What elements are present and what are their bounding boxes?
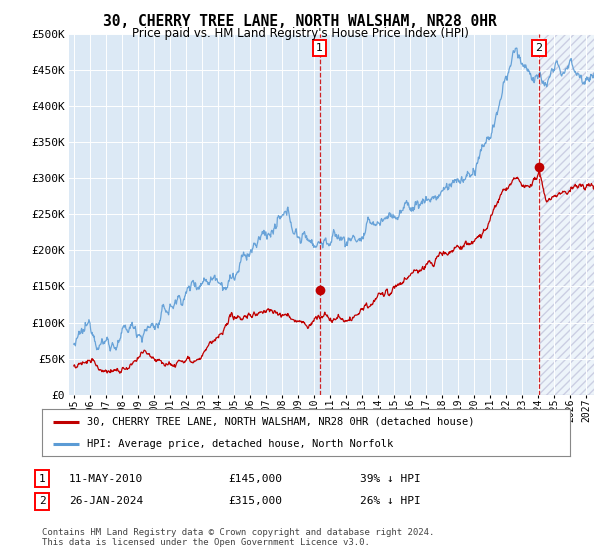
Text: HPI: Average price, detached house, North Norfolk: HPI: Average price, detached house, Nort… bbox=[87, 438, 393, 449]
Bar bbox=[539, 34, 600, 395]
Text: 30, CHERRY TREE LANE, NORTH WALSHAM, NR28 0HR (detached house): 30, CHERRY TREE LANE, NORTH WALSHAM, NR2… bbox=[87, 417, 475, 427]
Text: 11-MAY-2010: 11-MAY-2010 bbox=[69, 474, 143, 484]
Text: £145,000: £145,000 bbox=[228, 474, 282, 484]
Text: £315,000: £315,000 bbox=[228, 496, 282, 506]
Text: 1: 1 bbox=[316, 43, 323, 53]
Text: 30, CHERRY TREE LANE, NORTH WALSHAM, NR28 0HR: 30, CHERRY TREE LANE, NORTH WALSHAM, NR2… bbox=[103, 14, 497, 29]
Text: Contains HM Land Registry data © Crown copyright and database right 2024.
This d: Contains HM Land Registry data © Crown c… bbox=[42, 528, 434, 547]
Bar bbox=[539, 34, 600, 395]
Text: 39% ↓ HPI: 39% ↓ HPI bbox=[360, 474, 421, 484]
Text: 2: 2 bbox=[536, 43, 542, 53]
Text: Price paid vs. HM Land Registry's House Price Index (HPI): Price paid vs. HM Land Registry's House … bbox=[131, 27, 469, 40]
Text: 2: 2 bbox=[38, 496, 46, 506]
Text: 1: 1 bbox=[38, 474, 46, 484]
Text: 26% ↓ HPI: 26% ↓ HPI bbox=[360, 496, 421, 506]
Text: 26-JAN-2024: 26-JAN-2024 bbox=[69, 496, 143, 506]
